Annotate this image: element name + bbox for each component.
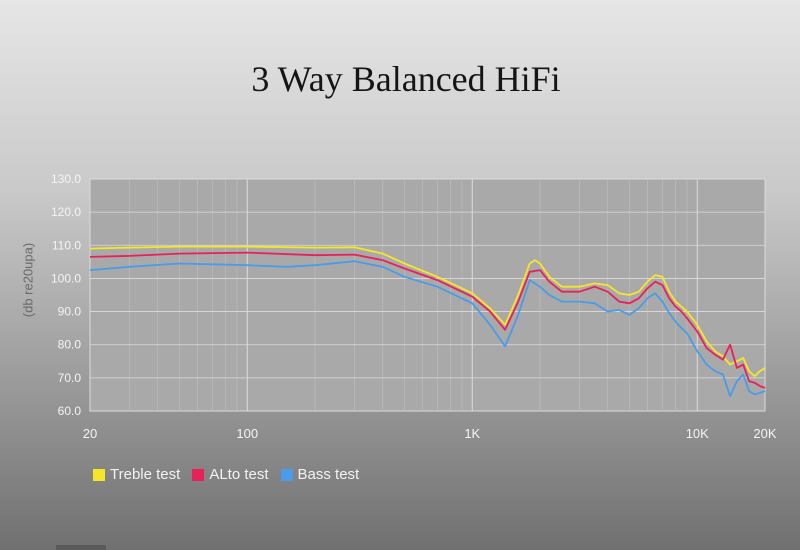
legend-item-treble[interactable]: Treble test	[93, 466, 180, 483]
chart-title: 3 Way Balanced HiFi	[251, 59, 561, 99]
legend-swatch-alto	[192, 468, 205, 481]
legend-swatch-treble	[93, 468, 105, 481]
x-tick-label: 20K	[753, 426, 776, 441]
y-tick-label: 70.0	[58, 371, 82, 385]
x-tick-label: 10K	[686, 426, 709, 441]
legend-item-bass[interactable]: Bass test	[280, 466, 360, 483]
y-tick-label: 120.0	[51, 205, 81, 219]
y-tick-label: 60.0	[58, 404, 82, 418]
legend-label-alto: ALto test	[209, 466, 269, 483]
x-tick-label: 20	[83, 426, 97, 441]
y-tick-label: 110.0	[52, 238, 81, 252]
x-tick-labels: 20 100 1K 10K 20K	[83, 426, 777, 441]
y-tick-label: 100.0	[51, 271, 81, 285]
legend-item-alto[interactable]: ALto test	[192, 466, 269, 483]
legend-label-bass: Bass test	[297, 466, 360, 483]
series-line-2	[89, 260, 766, 397]
x-tick-label: 1K	[464, 426, 480, 441]
y-tick-label: 130.0	[51, 172, 81, 186]
y-tick-label: 80.0	[58, 338, 82, 352]
legend-label-treble: Treble test	[110, 466, 181, 483]
legend: Treble test ALto test Bass test	[93, 466, 371, 483]
plot-area	[89, 178, 766, 412]
series-lines	[89, 245, 766, 397]
bottom-edge-tab	[56, 545, 106, 550]
grid	[90, 178, 765, 412]
legend-swatch-bass	[280, 468, 293, 481]
x-tick-label: 100	[236, 426, 258, 441]
y-tick-labels: 60.0 70.0 80.0 90.0 100.0 110.0 120.0 130.0	[51, 172, 81, 418]
series-line-1	[89, 251, 766, 389]
y-tick-label: 90.0	[58, 305, 82, 319]
